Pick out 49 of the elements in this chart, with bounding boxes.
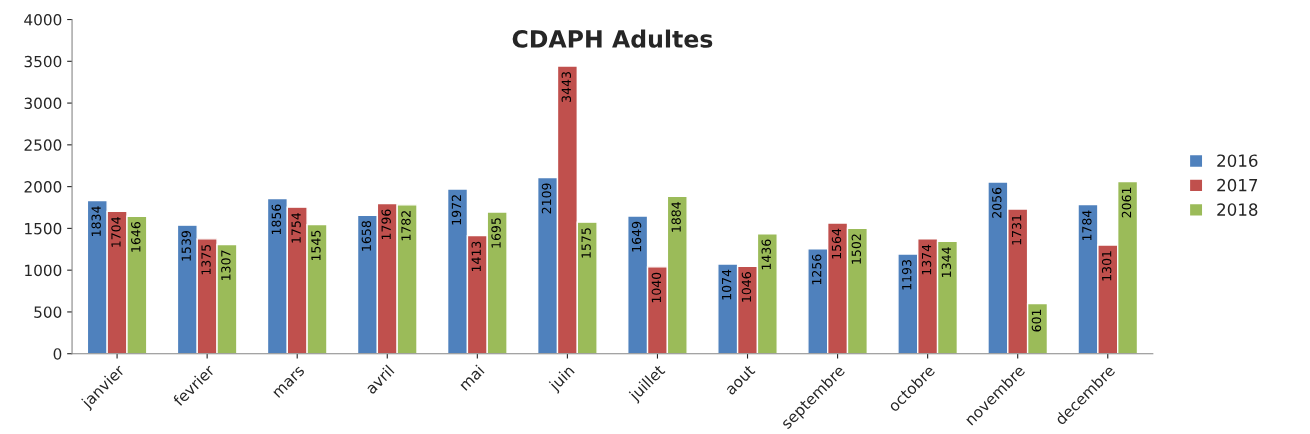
y-tick-label: 4000 — [24, 14, 62, 26]
data-label: 1040 — [651, 272, 662, 303]
data-label: 1782 — [401, 211, 411, 241]
y-tick-label: 1000 — [25, 264, 62, 277]
y-tick-label: 3500 — [24, 55, 62, 68]
data-label: 1413 — [471, 241, 481, 272]
chart-title: CDAPH Adultes — [512, 29, 713, 48]
y-tick-label: 2000 — [24, 181, 62, 193]
data-label: 1972 — [451, 195, 462, 225]
legend-label: 2017 — [1217, 178, 1258, 192]
y-tick-label: 2500 — [24, 139, 62, 151]
data-label: 1731 — [1011, 215, 1022, 245]
data-label: 1834 — [91, 206, 101, 236]
data-label: 3443 — [561, 72, 572, 102]
data-label: 1256 — [811, 254, 822, 285]
y-tick-label: 500 — [34, 306, 62, 318]
y-tick-label: 1500 — [25, 222, 62, 235]
legend-label: 2016 — [1217, 154, 1258, 167]
data-label: 601 — [1031, 309, 1042, 332]
data-label: 1784 — [1082, 210, 1092, 241]
data-label: 1856 — [271, 204, 282, 235]
data-label: 1754 — [291, 212, 301, 243]
data-label: 1193 — [902, 260, 912, 290]
y-tick-label: 3000 — [24, 97, 62, 110]
data-label: 1502 — [851, 234, 862, 264]
data-label: 1695 — [491, 218, 501, 248]
data-label: 1074 — [721, 269, 732, 300]
data-label: 1046 — [741, 272, 752, 302]
data-label: 1301 — [1101, 251, 1112, 281]
data-label: 2061 — [1121, 187, 1132, 218]
data-label: 1649 — [631, 221, 642, 252]
y-tick-label: 0 — [53, 348, 62, 360]
data-label: 1545 — [311, 230, 321, 261]
legend-label: 2018 — [1217, 203, 1258, 216]
data-label: 1564 — [831, 228, 842, 259]
data-label: 1575 — [581, 228, 591, 258]
data-label: 1374 — [921, 244, 932, 275]
data-label: 1704 — [111, 217, 121, 247]
data-label: 2056 — [992, 187, 1002, 218]
data-label: 1646 — [131, 222, 141, 252]
data-label: 1796 — [381, 209, 391, 240]
data-label: 2109 — [541, 183, 552, 214]
data-label: 1344 — [941, 247, 952, 277]
data-label: 1375 — [201, 244, 211, 275]
data-label: 1539 — [181, 231, 191, 261]
data-label: 1436 — [761, 239, 771, 270]
data-label: 1884 — [671, 202, 681, 232]
data-label: 1307 — [221, 250, 231, 280]
data-label: 1658 — [361, 221, 372, 251]
